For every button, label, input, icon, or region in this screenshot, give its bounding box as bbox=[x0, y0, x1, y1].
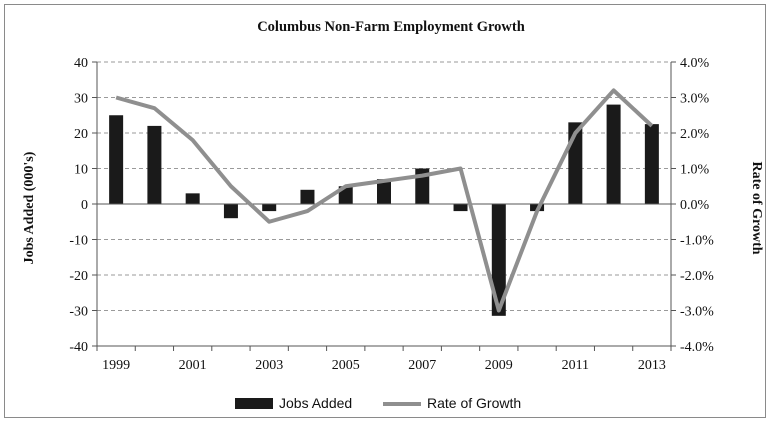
bar-2012 bbox=[606, 104, 621, 204]
chart-title: Columbus Non-Farm Employment Growth bbox=[257, 19, 525, 35]
left-tick-label: -10 bbox=[69, 234, 88, 249]
bar-1999 bbox=[109, 115, 124, 204]
x-tick-label: 2005 bbox=[332, 358, 360, 373]
left-tick-label: 0 bbox=[81, 198, 88, 213]
x-tick-label: 2009 bbox=[485, 358, 513, 373]
legend-label-jobs-added: Jobs Added bbox=[279, 395, 352, 411]
right-tick-label: -4.0% bbox=[680, 340, 714, 355]
left-tick-label: -20 bbox=[69, 269, 88, 284]
left-tick-label: 20 bbox=[74, 127, 88, 142]
bar-2013 bbox=[644, 124, 659, 204]
x-tick-label: 2013 bbox=[638, 358, 666, 373]
right-axis-title: Rate of Growth bbox=[749, 161, 764, 254]
rate-of-growth-line bbox=[115, 88, 654, 313]
bar-2001 bbox=[185, 193, 200, 204]
bar-2002 bbox=[223, 204, 238, 219]
bar-2004 bbox=[300, 189, 315, 204]
chart-canvas: Columbus Non-Farm Employment Growth 40 30… bbox=[22, 19, 764, 411]
right-tick-label: 2.0% bbox=[680, 127, 710, 142]
left-tick-label: 40 bbox=[74, 56, 88, 71]
left-tick-label: -30 bbox=[69, 305, 88, 320]
right-tick-label: 3.0% bbox=[680, 92, 710, 107]
right-tick-label: 0.0% bbox=[680, 198, 710, 213]
bar-series-jobs-added bbox=[109, 104, 659, 316]
x-axis-tick-labels: 1999 2001 2003 2005 2007 2009 2011 2013 bbox=[102, 358, 666, 373]
bar-2008 bbox=[453, 204, 468, 212]
legend-swatch-jobs-added bbox=[235, 398, 273, 409]
left-axis-tick-labels: 40 30 20 10 0 -10 -20 -30 -40 bbox=[69, 56, 88, 355]
left-tick-label: -40 bbox=[69, 340, 88, 355]
axes bbox=[92, 61, 676, 351]
legend-label-rate-of-growth: Rate of Growth bbox=[427, 395, 521, 411]
legend: Jobs Added Rate of Growth bbox=[235, 395, 521, 411]
x-tick-label: 2007 bbox=[408, 358, 436, 373]
right-tick-label: 4.0% bbox=[680, 56, 710, 71]
right-tick-label: -1.0% bbox=[680, 234, 714, 249]
bar-2003 bbox=[262, 204, 277, 212]
right-tick-label: -3.0% bbox=[680, 305, 714, 320]
x-tick-label: 1999 bbox=[102, 358, 130, 373]
right-axis-tick-labels: 4.0% 3.0% 2.0% 1.0% 0.0% -1.0% -2.0% -3.0% -4.0% bbox=[680, 56, 714, 355]
bar-2009 bbox=[491, 204, 506, 316]
right-tick-label: -2.0% bbox=[680, 269, 714, 284]
chart-frame: Columbus Non-Farm Employment Growth 40 30… bbox=[4, 4, 766, 418]
bar-2000 bbox=[147, 125, 162, 204]
left-axis-title: Jobs Added (000's) bbox=[22, 151, 37, 264]
x-tick-label: 2003 bbox=[255, 358, 283, 373]
left-tick-label: 30 bbox=[74, 92, 88, 107]
x-tick-label: 2001 bbox=[179, 358, 207, 373]
line-series-rate-of-growth bbox=[115, 88, 654, 313]
bar-2006 bbox=[377, 179, 391, 204]
x-tick-label: 2011 bbox=[562, 358, 589, 373]
left-tick-label: 10 bbox=[74, 163, 88, 178]
right-tick-label: 1.0% bbox=[680, 163, 710, 178]
